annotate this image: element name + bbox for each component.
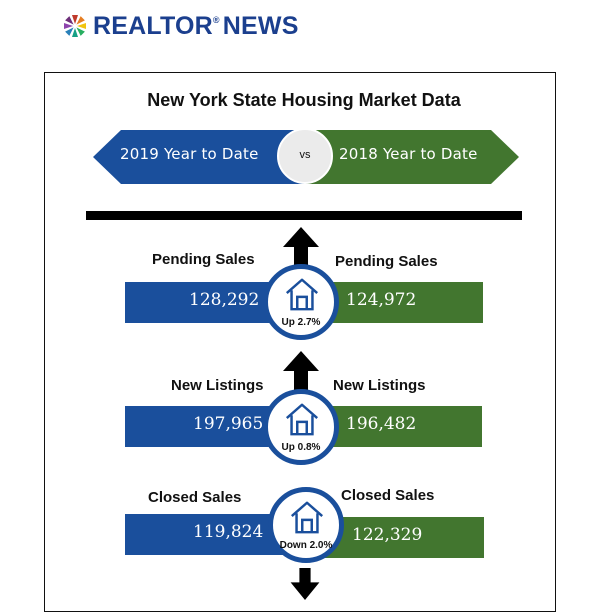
metric-value-2019: 119,824 (193, 522, 264, 542)
infographic-title: New York State Housing Market Data (147, 90, 461, 110)
banner-shape (93, 130, 519, 184)
metric-value-2018: 122,329 (352, 525, 423, 545)
metric-change-badge: Up 2.7% (263, 264, 339, 340)
metric-label-2019: Closed Sales (148, 489, 242, 506)
house-icon (290, 501, 324, 534)
metric-value-2019: 197,965 (193, 414, 264, 434)
metric-change-badge: Up 0.8% (263, 389, 339, 465)
metric-change-text: Up 0.8% (281, 442, 321, 453)
house-icon (285, 403, 319, 436)
metric-label-2019: Pending Sales (152, 251, 255, 268)
up-arrow-icon (283, 227, 319, 267)
brand-name: REALTOR® NEWS (93, 11, 299, 40)
metric-label-2018: Closed Sales (341, 487, 435, 504)
metric-change-badge: Down 2.0% (268, 487, 344, 563)
vs-text: vs (299, 149, 311, 161)
banner-2018-segment (305, 130, 519, 184)
metric-change-text: Up 2.7% (281, 317, 321, 328)
metric-value-2018: 124,972 (346, 290, 417, 310)
section-divider (86, 211, 522, 220)
metric-value-2019: 128,292 (189, 290, 260, 310)
vs-badge: vs (277, 128, 333, 184)
metric-bar-2018: 196,482 (308, 406, 482, 447)
metric-label-2018: Pending Sales (335, 253, 438, 270)
metric-change-text: Down 2.0% (279, 540, 333, 551)
metric-label-2018: New Listings (333, 377, 426, 394)
banner-left-label: 2019 Year to Date (120, 145, 259, 163)
realtor-news-logo-icon (64, 15, 86, 37)
up-arrow-icon (283, 351, 319, 391)
metric-value-2018: 196,482 (346, 414, 417, 434)
metric-label-2019: New Listings (171, 377, 264, 394)
down-arrow-icon (290, 568, 320, 600)
banner-right-label: 2018 Year to Date (339, 145, 478, 163)
house-icon (285, 278, 319, 311)
year-comparison-banner: 2019 Year to Date 2018 Year to Date vs (93, 128, 519, 186)
brand-logo-lockup[interactable]: REALTOR® NEWS (62, 8, 299, 44)
banner-2019-segment (93, 130, 305, 184)
